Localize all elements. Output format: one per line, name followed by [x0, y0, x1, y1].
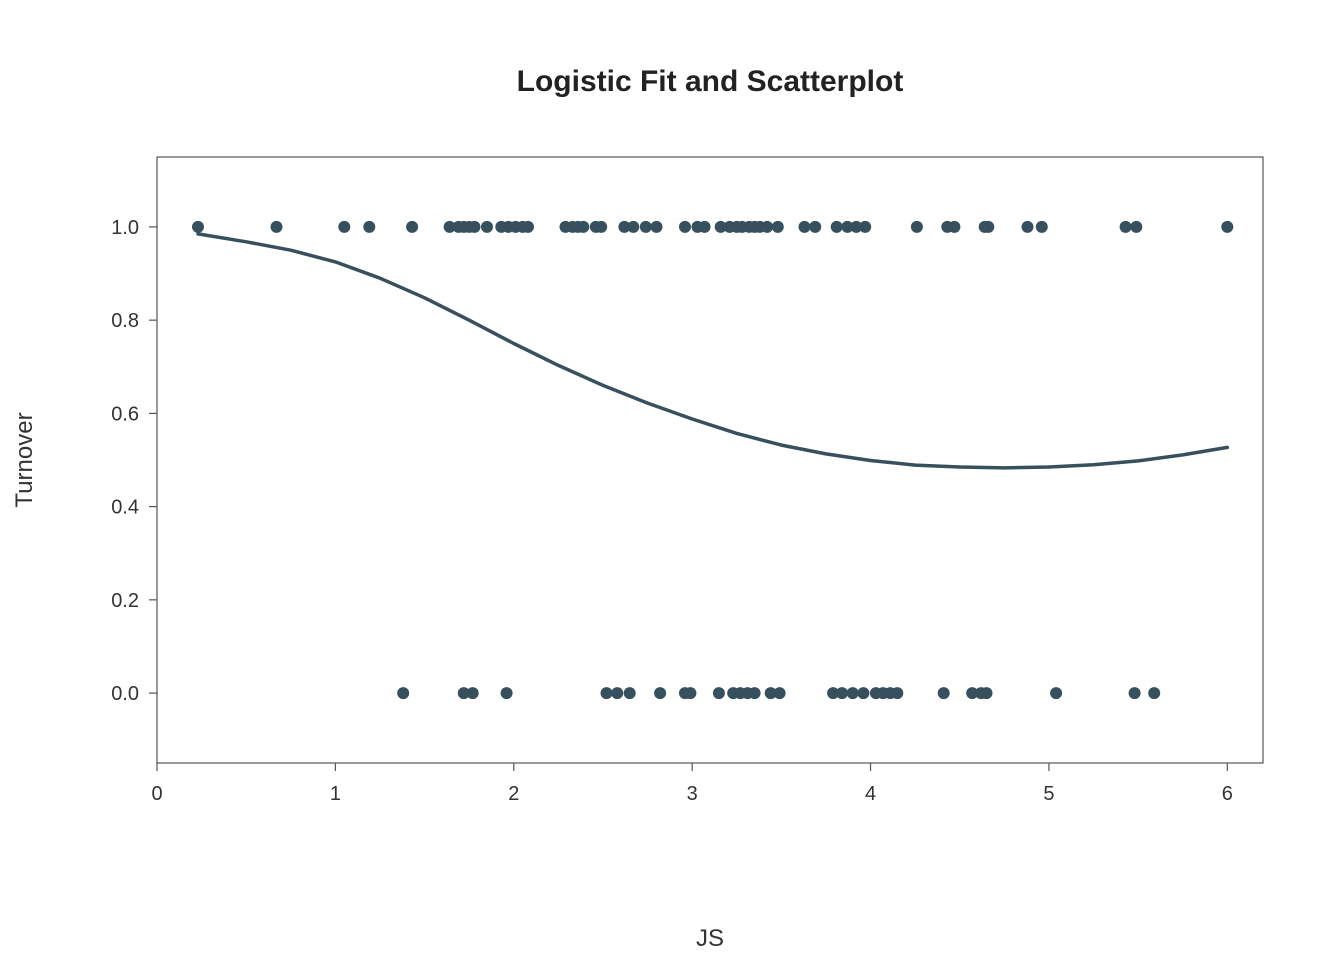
y-axis: 0.0 0.2 0.4 0.6 0.8 1.0: [111, 217, 157, 705]
data-point: [1148, 687, 1161, 700]
data-point: [577, 220, 590, 233]
plot-frame: [156, 156, 1264, 764]
data-point: [192, 220, 204, 233]
data-point: [468, 220, 481, 233]
data-point: [761, 220, 774, 233]
data-point: [618, 220, 631, 233]
x-tick-label: 1: [330, 783, 341, 805]
x-axis-label: JS: [696, 925, 724, 952]
logistic-fit-curve: [196, 232, 1230, 470]
data-point: [600, 687, 613, 700]
data-point: [627, 220, 640, 233]
data-point: [1128, 687, 1141, 700]
data-point: [748, 687, 761, 700]
chart-title: Logistic Fit and Scatterplot: [517, 65, 904, 98]
data-point: [830, 220, 843, 233]
data-point: [1050, 687, 1063, 700]
data-point: [623, 687, 636, 700]
data-point: [827, 687, 840, 700]
data-point: [1130, 220, 1143, 233]
data-point: [270, 220, 283, 233]
data-point: [712, 687, 725, 700]
data-point: [846, 687, 859, 700]
fit-curve-layer: [196, 232, 1230, 470]
data-point: [406, 220, 419, 233]
y-tick-label: 0.0: [111, 683, 139, 705]
data-point: [809, 220, 822, 233]
y-tick-label: 0.2: [111, 590, 139, 612]
x-tick-label: 0: [151, 783, 162, 805]
data-point: [966, 687, 979, 700]
data-point: [443, 220, 456, 233]
data-point: [522, 220, 534, 233]
data-point: [836, 687, 848, 700]
data-point: [397, 687, 410, 700]
data-point: [679, 220, 691, 233]
data-point: [771, 220, 784, 233]
data-point: [982, 220, 995, 233]
data-point: [650, 220, 663, 233]
data-point: [857, 687, 870, 700]
data-point: [1035, 220, 1048, 233]
data-point: [466, 687, 479, 700]
data-point: [457, 687, 470, 700]
data-point: [841, 220, 854, 233]
x-tick-label: 5: [1043, 783, 1054, 805]
x-tick-label: 3: [687, 783, 698, 805]
y-tick-label: 0.4: [111, 497, 139, 519]
data-point: [798, 220, 811, 233]
data-point: [1021, 220, 1034, 233]
y-axis-label: Turnover: [11, 412, 38, 507]
data-point: [714, 220, 727, 233]
data-point: [764, 687, 777, 700]
data-point: [891, 687, 904, 700]
data-point: [363, 220, 376, 233]
data-point: [1221, 220, 1234, 233]
data-point: [859, 220, 872, 233]
x-axis: 0 1 2 3 4 5 6: [151, 763, 1233, 805]
data-point: [698, 220, 711, 233]
data-point: [611, 687, 624, 700]
data-point: [338, 220, 351, 233]
scatter-points: [192, 220, 1234, 700]
data-point: [654, 687, 667, 700]
data-point: [1119, 220, 1132, 233]
data-point: [937, 687, 950, 700]
y-tick-label: 0.8: [111, 310, 139, 332]
data-point: [980, 687, 993, 700]
data-point: [850, 220, 863, 233]
data-point: [773, 687, 786, 700]
data-point: [481, 220, 493, 233]
x-tick-label: 6: [1222, 783, 1233, 805]
x-tick-label: 4: [865, 783, 876, 805]
x-tick-label: 2: [508, 783, 519, 805]
data-point: [500, 687, 513, 700]
data-point: [948, 220, 961, 233]
data-point: [910, 220, 923, 233]
data-point: [684, 687, 697, 700]
data-point: [595, 220, 608, 233]
y-tick-label: 1.0: [111, 217, 139, 239]
data-point: [639, 220, 652, 233]
y-tick-label: 0.6: [111, 403, 139, 425]
